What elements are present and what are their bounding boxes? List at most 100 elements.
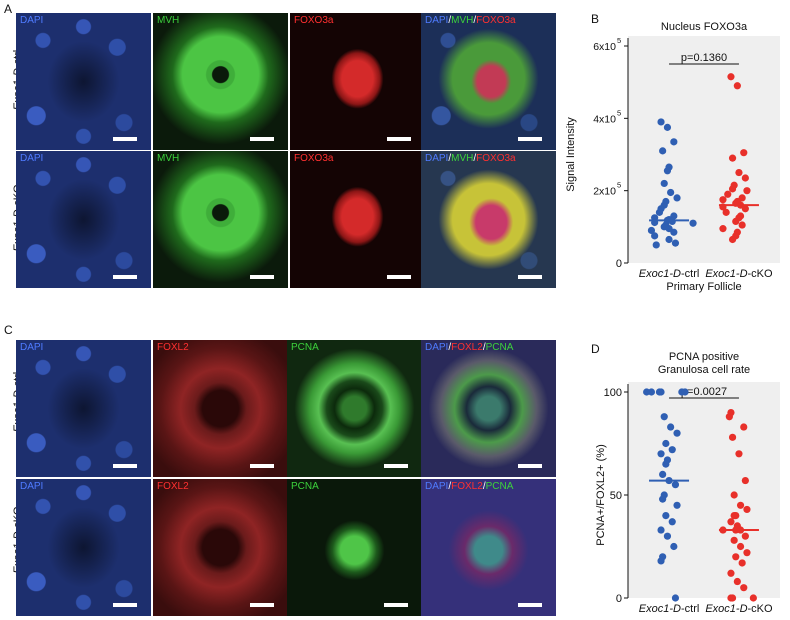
data-point [725,413,733,421]
data-point [668,217,676,226]
data-point [663,123,672,131]
data-point [743,505,751,514]
data-point [667,423,675,431]
data-point [749,594,757,602]
data-point [662,512,670,520]
data-point [733,82,741,90]
data-point [722,208,730,216]
data-point [730,491,738,499]
data-point [743,187,751,195]
data-point [657,118,665,126]
y-tick-label: 4x10 [593,113,616,125]
y-axis-label: Signal Intensity [565,117,577,192]
data-point [668,446,676,454]
x-category-label: Exoc1-D-cKO [705,268,773,280]
data-point [728,154,737,162]
x-axis-label: Primary Follicle [666,281,741,293]
data-point [733,577,741,586]
data-point [660,179,668,188]
data-point [740,149,748,157]
x-category-label: Exoc1-D-cKO [705,603,773,615]
data-point [660,413,668,421]
data-point [662,439,670,448]
data-point [741,476,749,485]
data-point [727,569,735,577]
data-point [652,241,660,249]
data-point [743,549,751,557]
image-a-cko-mvh: MVH [153,151,288,288]
p-value-label: p=0.0027 [681,386,727,398]
image-a-cko-dapi: DAPI [16,151,151,288]
data-point [735,168,743,177]
y-tick-label: 0 [616,258,622,270]
image-a-cko-merge: DAPI/MVH/FOXO3a [421,151,556,288]
image-c-cko-pcna: PCNA [287,479,422,616]
data-point [735,450,743,458]
image-c-ctrl-pcna: PCNA [287,340,422,477]
data-point [673,429,681,437]
data-point [732,553,740,561]
data-point [659,495,667,503]
data-point [689,219,697,227]
chart-subtitle: Granulosa cell rate [658,364,750,376]
y-tick-exponent: 5 [617,108,621,117]
data-point [651,232,659,240]
data-point [657,526,665,534]
x-category-label: Exoc1-D-ctrl [639,603,700,615]
data-point [740,584,748,592]
data-point [659,470,667,478]
data-point [673,194,681,202]
y-tick-label: 6x10 [593,41,616,53]
data-point [736,542,745,551]
data-point [670,228,678,236]
data-point [667,188,675,197]
data-point [671,594,680,602]
data-point [655,208,664,216]
data-point [671,239,680,247]
data-point [647,226,656,235]
data-point [668,518,676,526]
y-tick-exponent: 5 [617,181,621,190]
image-c-ctrl-dapi: DAPI [16,340,151,477]
data-point [659,147,667,155]
panel-letter-c: C [4,323,13,337]
data-point [662,460,670,468]
data-point [655,388,664,396]
data-point [728,433,737,441]
data-point [728,185,737,193]
data-point [724,190,732,198]
data-point [741,174,749,182]
image-a-ctrl-mvh: MVH [153,13,288,150]
data-point [727,518,735,526]
data-point [719,196,727,204]
data-point [738,221,746,229]
data-point [736,501,745,509]
chart-title: PCNA positive [669,351,739,363]
image-c-cko-dapi: DAPI [16,479,151,616]
data-point [681,388,689,396]
y-tick-label: 0 [616,593,622,605]
plot-background [628,382,780,598]
chart-title: Nucleus FOXO3a [661,21,748,33]
data-point [719,225,727,233]
image-c-ctrl-foxl2: FOXL2 [153,340,288,477]
y-tick-label: 100 [604,387,622,399]
data-point [657,557,665,565]
data-point [730,512,738,520]
image-a-cko-foxo3a: FOXO3a [290,151,425,288]
data-point [665,235,673,244]
y-tick-label: 50 [610,490,622,502]
data-point [647,388,656,396]
panel-letter-b: B [591,12,600,26]
data-point [663,167,672,175]
y-axis-label: PCNA+/FOXL2+ (%) [595,444,607,545]
image-a-ctrl-foxo3a: FOXO3a [290,13,425,150]
data-point [727,594,735,602]
data-point [727,73,735,81]
data-point [728,235,737,244]
panel-letter-d: D [591,342,600,356]
data-point [670,138,678,146]
data-point [663,532,672,540]
